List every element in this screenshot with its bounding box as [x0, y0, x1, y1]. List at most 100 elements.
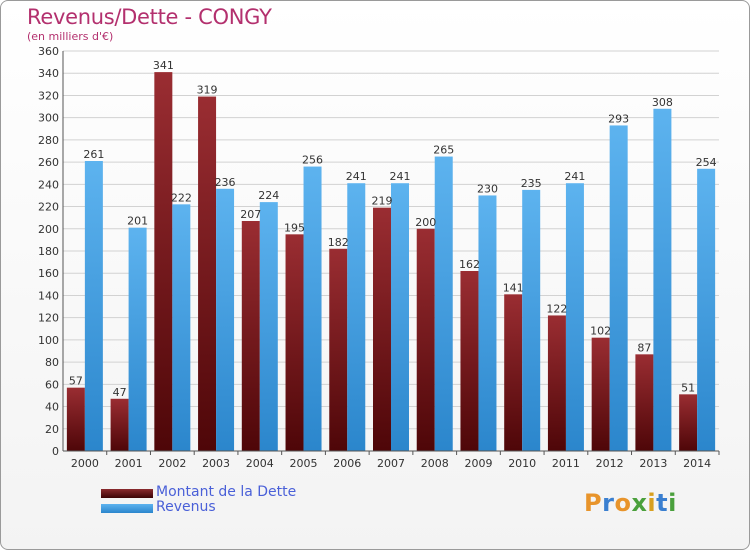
- bar-revenue: [347, 183, 366, 451]
- x-tick-label: 2008: [421, 457, 449, 470]
- logo-letter: i: [668, 489, 677, 517]
- data-label-revenue: 241: [346, 170, 367, 183]
- data-label-revenue: 222: [171, 191, 192, 204]
- bar-debt: [547, 315, 566, 451]
- data-label-debt: 57: [69, 375, 83, 388]
- y-tick-label: 300: [38, 112, 59, 125]
- data-label-debt: 141: [503, 281, 524, 294]
- data-label-revenue: 308: [652, 96, 673, 109]
- logo-letter: P: [584, 489, 603, 517]
- bar-debt: [635, 354, 654, 451]
- y-tick-label: 20: [45, 423, 59, 436]
- x-tick-label: 2011: [552, 457, 580, 470]
- data-label-revenue: 261: [83, 148, 104, 161]
- bar-debt: [110, 398, 129, 451]
- bar-revenue: [653, 108, 672, 452]
- y-tick-label: 0: [52, 445, 59, 458]
- y-tick-label: 80: [45, 356, 59, 369]
- x-tick-label: 2000: [71, 457, 99, 470]
- legend-label-revenue: Revenus: [156, 499, 216, 515]
- x-tick-label: 2004: [246, 457, 274, 470]
- y-tick-label: 260: [38, 156, 59, 169]
- x-tick-label: 2006: [333, 457, 361, 470]
- chart-subtitle: (en milliers d'€): [27, 30, 114, 43]
- bar-revenue: [84, 161, 103, 451]
- data-label-debt: 102: [590, 325, 611, 338]
- y-tick-label: 240: [38, 178, 59, 191]
- logo-letter: o: [614, 489, 632, 517]
- y-tick-label: 220: [38, 201, 59, 214]
- x-tick-label: 2014: [683, 457, 711, 470]
- bar-debt: [285, 234, 304, 451]
- legend-swatch-revenue: [101, 504, 153, 513]
- data-label-debt: 162: [459, 258, 480, 271]
- data-label-revenue: 241: [564, 170, 585, 183]
- logo-letter: r: [602, 489, 615, 517]
- data-label-debt: 122: [546, 302, 567, 315]
- bar-debt: [66, 387, 85, 451]
- bar-debt: [241, 221, 260, 451]
- x-tick-label: 2003: [202, 457, 230, 470]
- x-tick-label: 2001: [115, 457, 143, 470]
- legend-swatch-debt: [101, 489, 153, 498]
- y-tick-label: 60: [45, 378, 59, 391]
- data-label-revenue: 224: [258, 189, 279, 202]
- legend-label-debt: Montant de la Dette: [156, 484, 297, 500]
- y-tick-label: 180: [38, 245, 59, 258]
- data-label-revenue: 236: [215, 176, 236, 189]
- proxiti-logo: Proxiti: [584, 489, 677, 517]
- data-label-revenue: 293: [608, 112, 629, 125]
- y-tick-label: 200: [38, 223, 59, 236]
- y-tick-label: 280: [38, 134, 59, 147]
- bar-revenue: [522, 189, 541, 451]
- x-tick-label: 2010: [508, 457, 536, 470]
- y-tick-label: 120: [38, 312, 59, 325]
- y-tick-label: 100: [38, 334, 59, 347]
- logo-letter: x: [631, 489, 648, 517]
- bar-revenue: [478, 195, 497, 451]
- bar-revenue: [216, 188, 235, 451]
- bar-debt: [679, 394, 698, 451]
- data-label-debt: 51: [681, 381, 695, 394]
- bar-debt: [504, 294, 523, 451]
- x-tick-label: 2013: [639, 457, 667, 470]
- data-label-debt: 207: [240, 208, 261, 221]
- data-label-debt: 341: [153, 59, 174, 72]
- y-tick-label: 140: [38, 289, 59, 302]
- data-label-debt: 319: [197, 84, 218, 97]
- data-label-debt: 47: [113, 386, 127, 399]
- data-label-revenue: 265: [433, 144, 454, 157]
- logo-letter: i: [647, 489, 657, 517]
- x-tick-label: 2002: [158, 457, 186, 470]
- y-tick-label: 360: [38, 45, 59, 58]
- bar-revenue: [128, 227, 147, 451]
- bar-revenue: [609, 125, 628, 451]
- data-label-debt: 200: [415, 216, 436, 229]
- data-label-revenue: 256: [302, 154, 323, 167]
- bar-revenue: [259, 202, 278, 451]
- bar-revenue: [172, 204, 191, 451]
- logo-text: Proxiti: [584, 489, 677, 517]
- bar-debt: [591, 337, 610, 451]
- bar-debt: [329, 248, 348, 451]
- data-label-debt: 87: [637, 341, 651, 354]
- bar-revenue: [565, 183, 584, 451]
- data-label-revenue: 201: [127, 215, 148, 228]
- x-tick-label: 2005: [290, 457, 318, 470]
- bar-revenue: [303, 166, 322, 452]
- y-tick-label: 340: [38, 67, 59, 80]
- data-label-revenue: 241: [390, 170, 411, 183]
- y-tick-label: 320: [38, 89, 59, 102]
- x-tick-label: 2009: [464, 457, 492, 470]
- data-label-revenue: 235: [521, 177, 542, 190]
- data-label-debt: 219: [372, 195, 393, 208]
- logo-letter: t: [656, 489, 669, 517]
- data-label-revenue: 254: [696, 156, 717, 169]
- bar-debt: [373, 207, 391, 451]
- data-label-debt: 195: [284, 221, 305, 234]
- y-tick-label: 160: [38, 267, 59, 280]
- bar-revenue: [697, 168, 716, 451]
- bar-revenue: [434, 156, 453, 452]
- bar-debt: [154, 72, 173, 451]
